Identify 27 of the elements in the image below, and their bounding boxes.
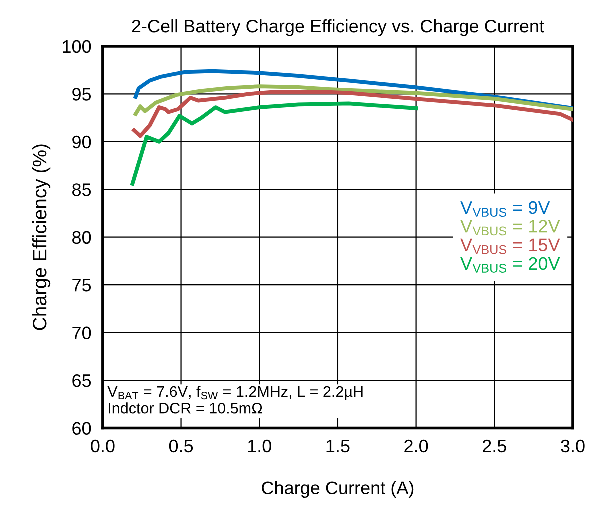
y-tick-label: 100 [63, 40, 92, 54]
y-tick-label: 60 [72, 422, 92, 435]
text: V$_{VBUS}$ = 9V [460, 201, 550, 218]
y-tick-label: 75 [72, 279, 92, 292]
x-tick-label: 1.0 [248, 440, 272, 453]
text: V$_{VBUS}$ = 20V [460, 257, 560, 273]
text: V$_{VBUS}$ = 12V [460, 220, 560, 236]
line-series [130, 102, 418, 186]
text: V$_{VBUS}$ = 15V [460, 238, 560, 254]
y-tick-label: 70 [72, 326, 92, 340]
y-tick-label: 90 [72, 136, 92, 149]
y-tick-label: 65 [72, 374, 92, 388]
x-tick-label: 2.5 [483, 440, 506, 453]
x-axis-title: Charge Current (A) [262, 481, 414, 498]
x-tick-label: 3.0 [561, 440, 585, 453]
line-series [134, 84, 573, 116]
y-tick-label: 95 [72, 88, 92, 101]
chart-title: 2-Cell Battery Charge Efficiency vs. Charge Current [132, 19, 544, 36]
x-tick-label: 2.0 [404, 440, 428, 453]
line-series [132, 90, 573, 138]
annotation: V$_{BAT}$ = 7.6V, f$_{SW}$ = 1.2MHz, L = 2.2µH Indctor DCR = 10.5mΩ [108, 386, 363, 414]
y-tick-label: 85 [72, 184, 92, 196]
y-axis-title: Charge Efficiency (%) [32, 144, 51, 330]
x-tick-label: 1.5 [326, 440, 350, 453]
x-tick-label: 0.0 [91, 440, 115, 453]
x-tick-label: 0.5 [169, 440, 194, 453]
y-tick-label: 80 [72, 231, 92, 244]
